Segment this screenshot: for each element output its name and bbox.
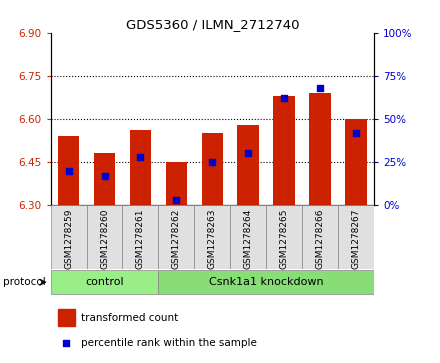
Text: transformed count: transformed count	[81, 313, 178, 323]
Bar	[58, 309, 75, 326]
Point	[209, 159, 216, 165]
Bar	[230, 205, 266, 269]
Point	[101, 173, 108, 179]
Bar	[202, 133, 223, 205]
Bar	[51, 270, 158, 294]
Text: GSM1278263: GSM1278263	[208, 208, 217, 269]
Point	[65, 168, 72, 174]
Bar	[58, 136, 79, 205]
Text: control: control	[85, 277, 124, 287]
Point	[63, 340, 70, 346]
Text: GSM1278264: GSM1278264	[244, 208, 253, 269]
Bar	[165, 162, 187, 205]
Text: GSM1278262: GSM1278262	[172, 208, 181, 269]
Point	[317, 85, 324, 91]
Bar	[273, 96, 295, 205]
Bar	[194, 205, 230, 269]
Bar	[158, 205, 194, 269]
Text: GSM1278260: GSM1278260	[100, 208, 109, 269]
Text: GSM1278259: GSM1278259	[64, 208, 73, 269]
Bar	[130, 130, 151, 205]
Text: GSM1278266: GSM1278266	[315, 208, 325, 269]
Point	[173, 197, 180, 203]
Text: GSM1278265: GSM1278265	[280, 208, 289, 269]
Title: GDS5360 / ILMN_2712740: GDS5360 / ILMN_2712740	[125, 19, 299, 32]
Bar	[238, 125, 259, 205]
Bar	[302, 205, 338, 269]
Point	[281, 95, 288, 101]
Bar	[266, 205, 302, 269]
Point	[352, 130, 359, 136]
Text: protocol: protocol	[3, 277, 45, 287]
Text: Csnk1a1 knockdown: Csnk1a1 knockdown	[209, 277, 323, 287]
Bar	[309, 93, 331, 205]
Point	[245, 151, 252, 156]
Text: GSM1278261: GSM1278261	[136, 208, 145, 269]
Bar	[122, 205, 158, 269]
Text: percentile rank within the sample: percentile rank within the sample	[81, 338, 257, 348]
Bar	[158, 270, 374, 294]
Bar	[338, 205, 374, 269]
Bar	[94, 153, 115, 205]
Bar	[87, 205, 122, 269]
Bar	[51, 205, 87, 269]
Point	[137, 154, 144, 160]
Text: GSM1278267: GSM1278267	[352, 208, 360, 269]
Bar	[345, 119, 367, 205]
